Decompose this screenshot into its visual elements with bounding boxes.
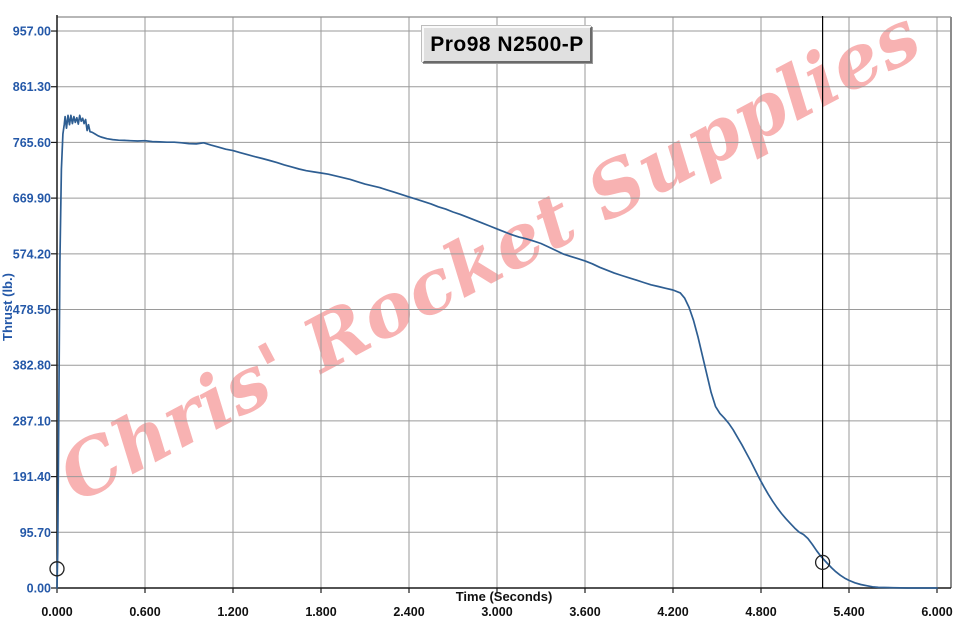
y-tick-label: 669.90 (13, 192, 51, 206)
chart-title: Pro98 N2500-P (430, 32, 584, 56)
chart-title-box: Pro98 N2500-P (422, 26, 592, 63)
x-tick-label: 1.200 (217, 605, 248, 619)
data-point-marker (49, 561, 65, 577)
x-axis-title: Time (Seconds) (456, 589, 553, 604)
x-tick-label: 2.400 (393, 605, 424, 619)
y-tick-label: 191.40 (13, 470, 51, 484)
y-axis-title: Thrust (lb.) (0, 273, 15, 341)
y-tick-label: 382.80 (13, 359, 51, 373)
x-tick-label: 4.200 (657, 605, 688, 619)
x-tick-label: 4.800 (745, 605, 776, 619)
data-point-marker (814, 554, 831, 571)
x-tick-label: 5.400 (833, 605, 864, 619)
y-tick-label: 957.00 (13, 25, 51, 39)
y-tick-label: 287.10 (13, 414, 51, 428)
x-tick-label: 3.600 (569, 605, 600, 619)
grid-lines (51, 17, 951, 593)
plot-frame (56, 15, 952, 589)
y-tick-label: 0.00 (27, 582, 51, 596)
y-tick-label: 765.60 (13, 136, 51, 150)
y-tick-label: 861.30 (13, 80, 51, 94)
curve-layer (56, 114, 938, 589)
overlay-layer (49, 16, 831, 588)
x-tick-label: 0.000 (41, 605, 72, 619)
x-tick-label: 1.800 (305, 605, 336, 619)
x-tick-label: 0.600 (129, 605, 160, 619)
tick-labels: 0.00 95.70 191.40 287.10 382.80 478.50 574.20 6… (13, 25, 953, 619)
x-tick-label: 3.000 (481, 605, 512, 619)
thrust-curve (56, 114, 938, 589)
y-tick-label: 574.20 (13, 247, 51, 261)
y-tick-label: 478.50 (13, 303, 51, 317)
x-tick-label: 6.000 (921, 605, 952, 619)
y-tick-label: 95.70 (20, 526, 51, 540)
